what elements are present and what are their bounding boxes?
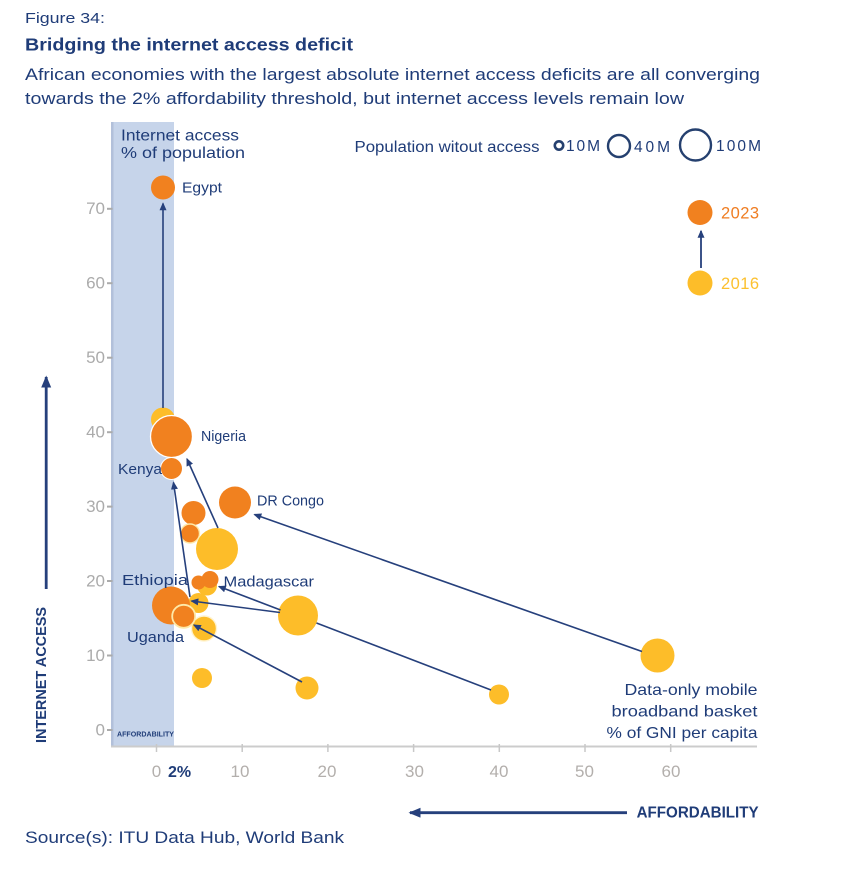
svg-text:% of GNI per capita: % of GNI per capita: [607, 725, 758, 742]
svg-text:Figure 34:: Figure 34:: [25, 10, 105, 27]
svg-text:20: 20: [86, 572, 105, 591]
svg-text:0: 0: [152, 762, 161, 781]
svg-text:40: 40: [490, 762, 509, 781]
svg-text:African economies with the lar: African economies with the largest absol…: [25, 65, 760, 84]
svg-text:20: 20: [318, 762, 337, 781]
svg-text:50: 50: [86, 348, 105, 367]
svg-text:70: 70: [86, 199, 105, 218]
svg-text:INTERNET ACCESS: INTERNET ACCESS: [33, 607, 50, 743]
svg-text:60: 60: [86, 274, 105, 293]
svg-text:2023: 2023: [721, 205, 759, 223]
svg-text:towards the 2% affordability t: towards the 2% affordability threshold, …: [25, 89, 685, 108]
svg-text:Kenya: Kenya: [118, 461, 163, 478]
svg-text:100M: 100M: [716, 138, 761, 155]
svg-text:10: 10: [86, 646, 105, 665]
svg-text:% of population: % of population: [121, 145, 245, 162]
svg-text:Bridging the internet access d: Bridging the internet access deficit: [25, 35, 353, 55]
svg-text:Internet access: Internet access: [121, 128, 239, 145]
svg-text:Nigeria: Nigeria: [201, 428, 247, 445]
svg-text:40M: 40M: [634, 139, 670, 156]
svg-text:AFFORDABILITY: AFFORDABILITY: [637, 805, 760, 822]
svg-text:60: 60: [662, 762, 681, 781]
svg-text:Data-only mobile: Data-only mobile: [625, 682, 758, 699]
svg-text:10M: 10M: [566, 138, 600, 155]
svg-text:0: 0: [96, 721, 105, 740]
svg-text:Uganda: Uganda: [127, 629, 185, 646]
svg-text:40: 40: [86, 423, 105, 442]
svg-text:2%: 2%: [168, 764, 191, 781]
svg-text:30: 30: [86, 497, 105, 516]
svg-text:Madagascar: Madagascar: [224, 574, 315, 591]
svg-text:AFFORDABILITY: AFFORDABILITY: [117, 730, 174, 739]
svg-text:Egypt: Egypt: [182, 180, 223, 197]
svg-text:2016: 2016: [721, 275, 759, 293]
svg-text:Ethiopia: Ethiopia: [122, 572, 189, 589]
svg-text:10: 10: [231, 762, 250, 781]
svg-text:50: 50: [575, 762, 594, 781]
svg-text:DR Congo: DR Congo: [257, 493, 324, 510]
svg-text:Population witout access: Population witout access: [355, 139, 540, 156]
svg-text:broadband basket: broadband basket: [612, 704, 759, 721]
svg-text:30: 30: [405, 762, 424, 781]
svg-text:Source(s): ITU Data Hub, World: Source(s): ITU Data Hub, World Bank: [25, 828, 345, 847]
